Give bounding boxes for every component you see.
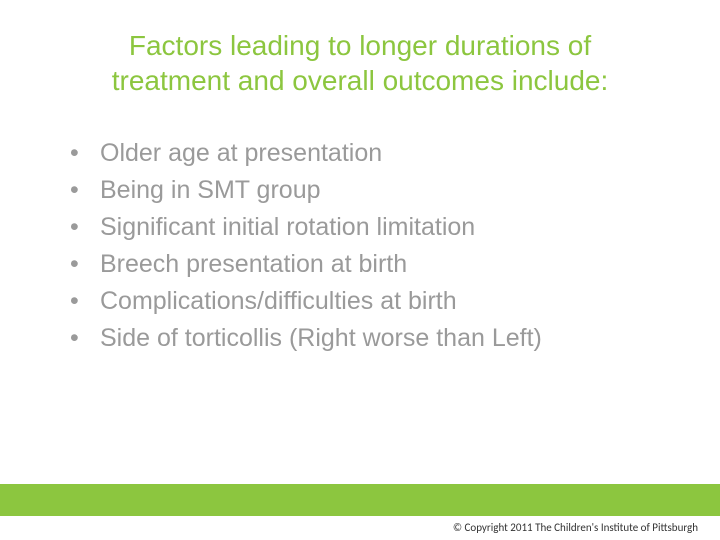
slide-container: Factors leading to longer durations of t…	[0, 0, 720, 540]
list-item: Complications/difficulties at birth	[70, 284, 670, 319]
footer-accent-bar	[0, 484, 720, 516]
bullet-list: Older age at presentation Being in SMT g…	[50, 136, 670, 356]
list-item: Being in SMT group	[70, 173, 670, 208]
list-item: Older age at presentation	[70, 136, 670, 171]
copyright-text: © Copyright 2011 The Children's Institut…	[453, 521, 698, 534]
list-item: Side of torticollis (Right worse than Le…	[70, 321, 670, 356]
list-item: Significant initial rotation limitation	[70, 210, 670, 245]
list-item: Breech presentation at birth	[70, 247, 670, 282]
slide-title: Factors leading to longer durations of t…	[50, 28, 670, 98]
